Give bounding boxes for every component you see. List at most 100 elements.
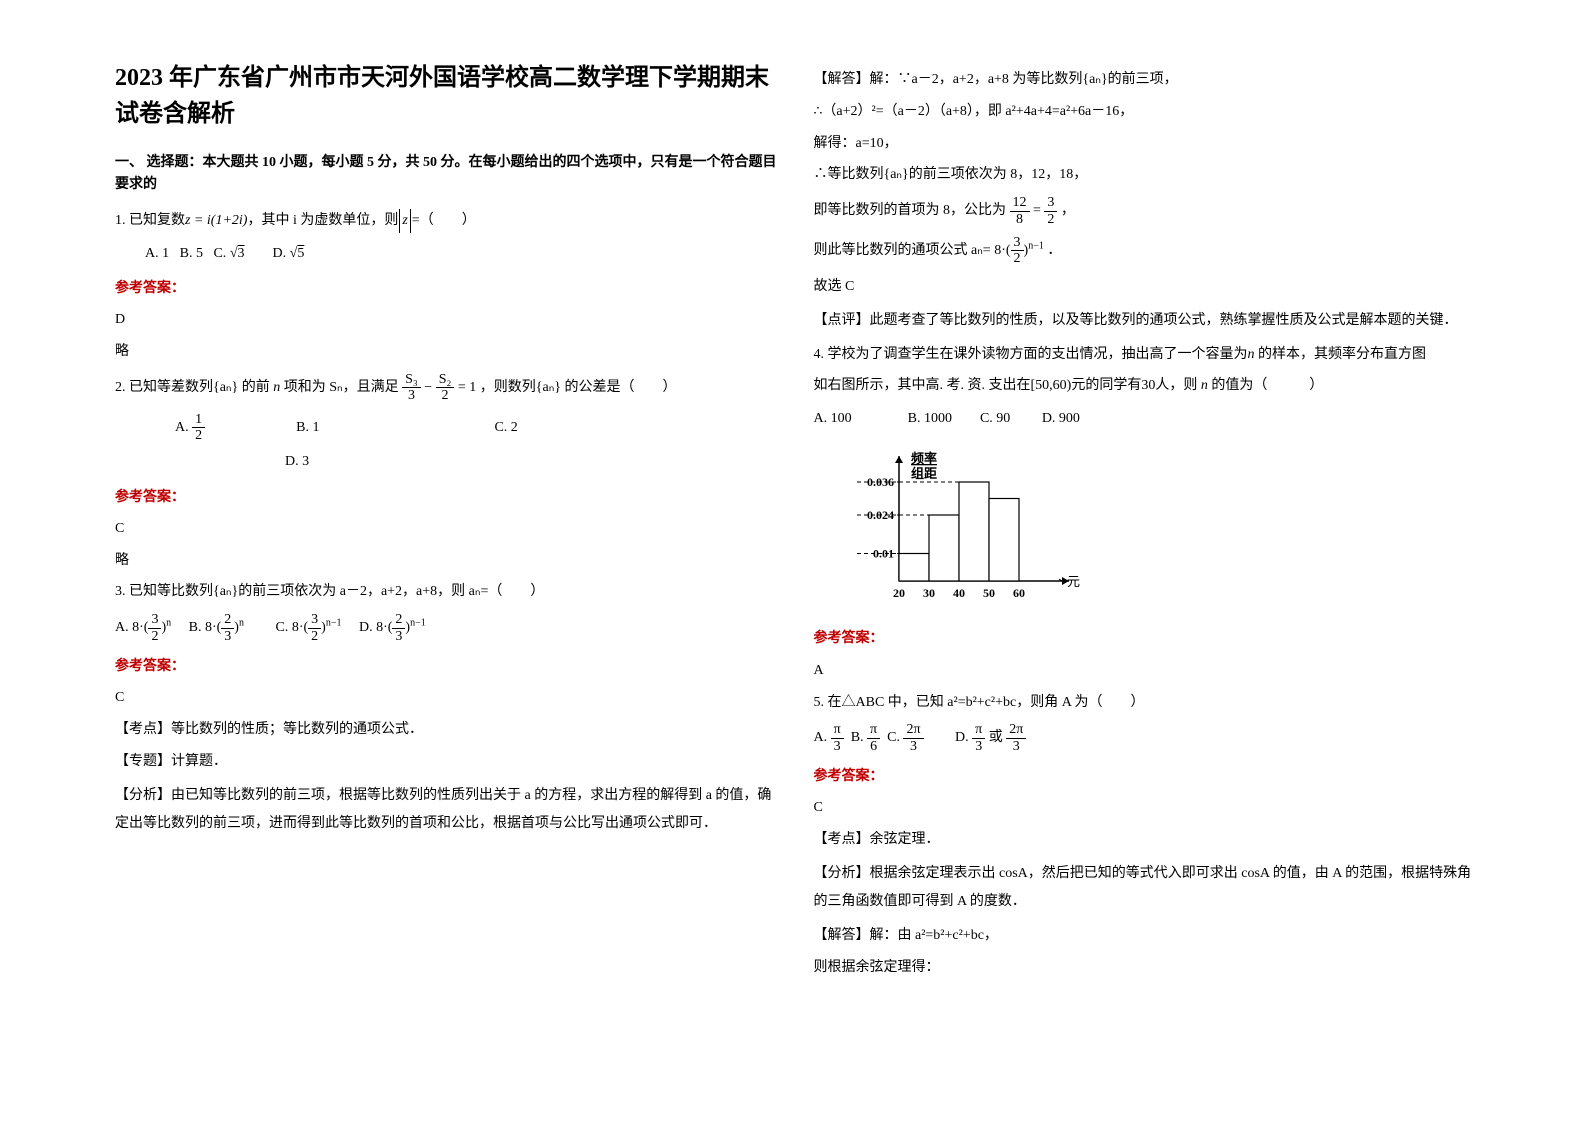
q3-jd6-base: 8·( — [994, 243, 1010, 258]
q2-a: 2. 已知等差数列 — [115, 380, 213, 395]
q2-options-row2: D. 3 — [115, 449, 784, 474]
q3-jd-label: 【解答】 — [814, 72, 870, 87]
q5-optA-n: π — [831, 722, 844, 738]
q4-s2b: 元的同学有 — [1071, 378, 1141, 393]
q2-optA-d: 2 — [192, 428, 205, 443]
q3-optD-exp: n−1 — [410, 618, 426, 629]
q1-optB: B. 5 — [180, 246, 203, 261]
q2-optA-n: 1 — [192, 412, 205, 428]
q3-jd6-exp: n−1 — [1028, 240, 1044, 251]
title: 2023 年广东省广州市市天河外国语学校高二数学理下学期期末试卷含解析 — [115, 60, 784, 132]
q3-optB-fd: 3 — [221, 629, 234, 644]
q1-note: 略 — [115, 340, 784, 364]
svg-text:50: 50 — [983, 586, 995, 600]
q5-or: 或 — [985, 730, 1006, 745]
q3-jd5a: 即等比数列的首项为 8，公比为 — [814, 203, 1010, 218]
q2-f1n: S₃ — [402, 372, 421, 388]
left-column: 2023 年广东省广州市市天河外国语学校高二数学理下学期期末试卷含解析 一、 选… — [100, 60, 799, 1082]
svg-text:20: 20 — [893, 586, 905, 600]
q1-stem-mid: ，其中 i 为虚数单位，则 — [247, 213, 398, 228]
q4-histogram-svg: 频率组距元0.0360.0240.012030405060 — [844, 441, 1104, 611]
q2-e: ，则数列 — [480, 380, 536, 395]
q5-optB-n: π — [867, 722, 880, 738]
q5-optA-frac: π3 — [831, 722, 844, 754]
q2-optA-frac: 12 — [192, 412, 205, 444]
q4-interval: [50,60) — [1031, 378, 1072, 393]
q3-jd5-f2: 32 — [1044, 195, 1057, 227]
q1-options: A. 1 B. 5 C. √3 D. √5 — [115, 241, 784, 266]
q1-expr: z = i(1+2i) — [185, 213, 247, 228]
q4-options: A. 100 B. 1000 C. 90 D. 900 — [814, 406, 1483, 431]
q5-fx-label: 【分析】 — [814, 866, 870, 881]
q5-optC-d: 3 — [903, 739, 923, 754]
q4-n1: n — [1248, 347, 1255, 362]
q4-s2d: 的值为（ ） — [1208, 378, 1324, 393]
q2-f2n: S₂ — [436, 372, 455, 388]
q4-histogram: 频率组距元0.0360.0240.012030405060 — [844, 441, 1483, 616]
q1-optD-pre: D. — [273, 246, 290, 261]
q2-answer-label: 参考答案： — [115, 487, 784, 509]
q3-jd6: 则此等比数列的通项公式 aₙ= 8·(32)n−1 ． — [814, 235, 1483, 267]
q5-kp-label: 【考点】 — [814, 832, 870, 847]
q4-stem2: 如右图所示，其中高. 考. 资. 支出在[50,60)元的同学有30人，则 n … — [814, 374, 1483, 398]
q1-optD-val: 5 — [297, 246, 304, 261]
q3-optB-pre: B. — [189, 620, 205, 635]
q3-options: A. 8·(32)n B. 8·(23)n C. 8·(32)n−1 D. 8·… — [115, 612, 784, 644]
right-column: 【解答】解：∵a－2，a+2，a+8 为等比数列{aₙ}的前三项， ∴（a+2）… — [799, 60, 1498, 1082]
q4-30: 30 — [1141, 378, 1155, 393]
q2-eq: = 1 — [458, 380, 476, 395]
q3-optC-frac: 32 — [308, 612, 321, 644]
svg-text:30: 30 — [923, 586, 935, 600]
q3-optD-fd: 3 — [392, 629, 405, 644]
q2-b: 的前 — [238, 380, 273, 395]
q2-stem: 2. 已知等差数列{aₙ} 的前 n 项和为 Sₙ，且满足 S₃3 − S₂2 … — [115, 372, 784, 404]
q3-optB-base: 8·( — [205, 620, 221, 635]
q5-optC-frac: 2π3 — [903, 722, 923, 754]
q5-jd1: 【解答】解：由 a²=b²+c²+bc， — [814, 924, 1483, 948]
q3-dp-label: 【点评】 — [814, 313, 870, 328]
q4-s1b: 的样本，其频率分布直方图 — [1255, 347, 1427, 362]
q3-jd5-f1: 128 — [1010, 195, 1030, 227]
q5-optD-n2: 2π — [1006, 722, 1026, 738]
q5-optA-pre: A. — [814, 730, 831, 745]
section-1-heading: 一、 选择题：本大题共 10 小题，每小题 5 分，共 50 分。在每小题给出的… — [115, 152, 784, 197]
q2-optC: C. 2 — [494, 420, 517, 435]
q2-c: 项和为 — [280, 380, 329, 395]
q3-optD-base: 8·( — [376, 620, 392, 635]
q1-stem-prefix: 1. 已知复数 — [115, 213, 185, 228]
q3-optA-base: 8·( — [132, 620, 148, 635]
q5-optD-frac1: π3 — [972, 722, 985, 754]
q4-optD: D. 900 — [1042, 411, 1080, 426]
q5-optD-d2: 3 — [1006, 739, 1026, 754]
q1-stem: 1. 已知复数z = i(1+2i)，其中 i 为虚数单位，则z=（ ） — [115, 209, 784, 233]
q4-optC: C. 90 — [980, 411, 1010, 426]
q2-S: Sₙ — [329, 380, 342, 395]
q3-optB-exp: n — [239, 618, 244, 629]
q3-jd6-fn: 3 — [1011, 235, 1024, 251]
q5-options: A. π3 B. π6 C. 2π3 D. π3 或 2π3 — [814, 722, 1483, 754]
q3-jd6-frac: 32 — [1011, 235, 1024, 267]
q5-optD-frac2: 2π3 — [1006, 722, 1026, 754]
q5-optB-pre: B. — [851, 730, 867, 745]
q3-optD-fn: 2 — [392, 612, 405, 628]
q3-stem: 3. 已知等比数列{aₙ}的前三项依次为 a－2，a+2，a+8，则 aₙ=（ … — [115, 580, 784, 604]
q3-kp-label: 【考点】 — [115, 722, 171, 737]
q2-note: 略 — [115, 549, 784, 573]
q4-optA: A. 100 — [814, 411, 852, 426]
q1-answer: D — [115, 308, 784, 332]
q3-jd5-f2d: 2 — [1044, 212, 1057, 227]
svg-text:60: 60 — [1013, 586, 1025, 600]
q2-frac2: S₂2 — [436, 372, 455, 404]
q3-dp-text: 此题考查了等比数列的性质，以及等比数列的通项公式，熟练掌握性质及公式是解本题的关… — [870, 313, 1458, 328]
q4-stem1: 4. 学校为了调查学生在课外读物方面的支出情况，抽出高了一个容量为n 的样本，其… — [814, 343, 1483, 367]
q3-jd3: 解得：a=10， — [814, 132, 1483, 156]
svg-text:元: 元 — [1067, 574, 1080, 589]
q2-f2d: 2 — [436, 388, 455, 403]
q3-zt-text: 计算题． — [171, 754, 227, 769]
q2-seq: {aₙ} — [213, 380, 238, 395]
q2-answer: C — [115, 517, 784, 541]
q3-optB-frac: 23 — [221, 612, 234, 644]
q3-optD-frac: 23 — [392, 612, 405, 644]
svg-text:频率: 频率 — [911, 451, 937, 466]
q3-fx: 【分析】由已知等比数列的前三项，根据等比数列的性质列出关于 a 的方程，求出方程… — [115, 782, 784, 838]
